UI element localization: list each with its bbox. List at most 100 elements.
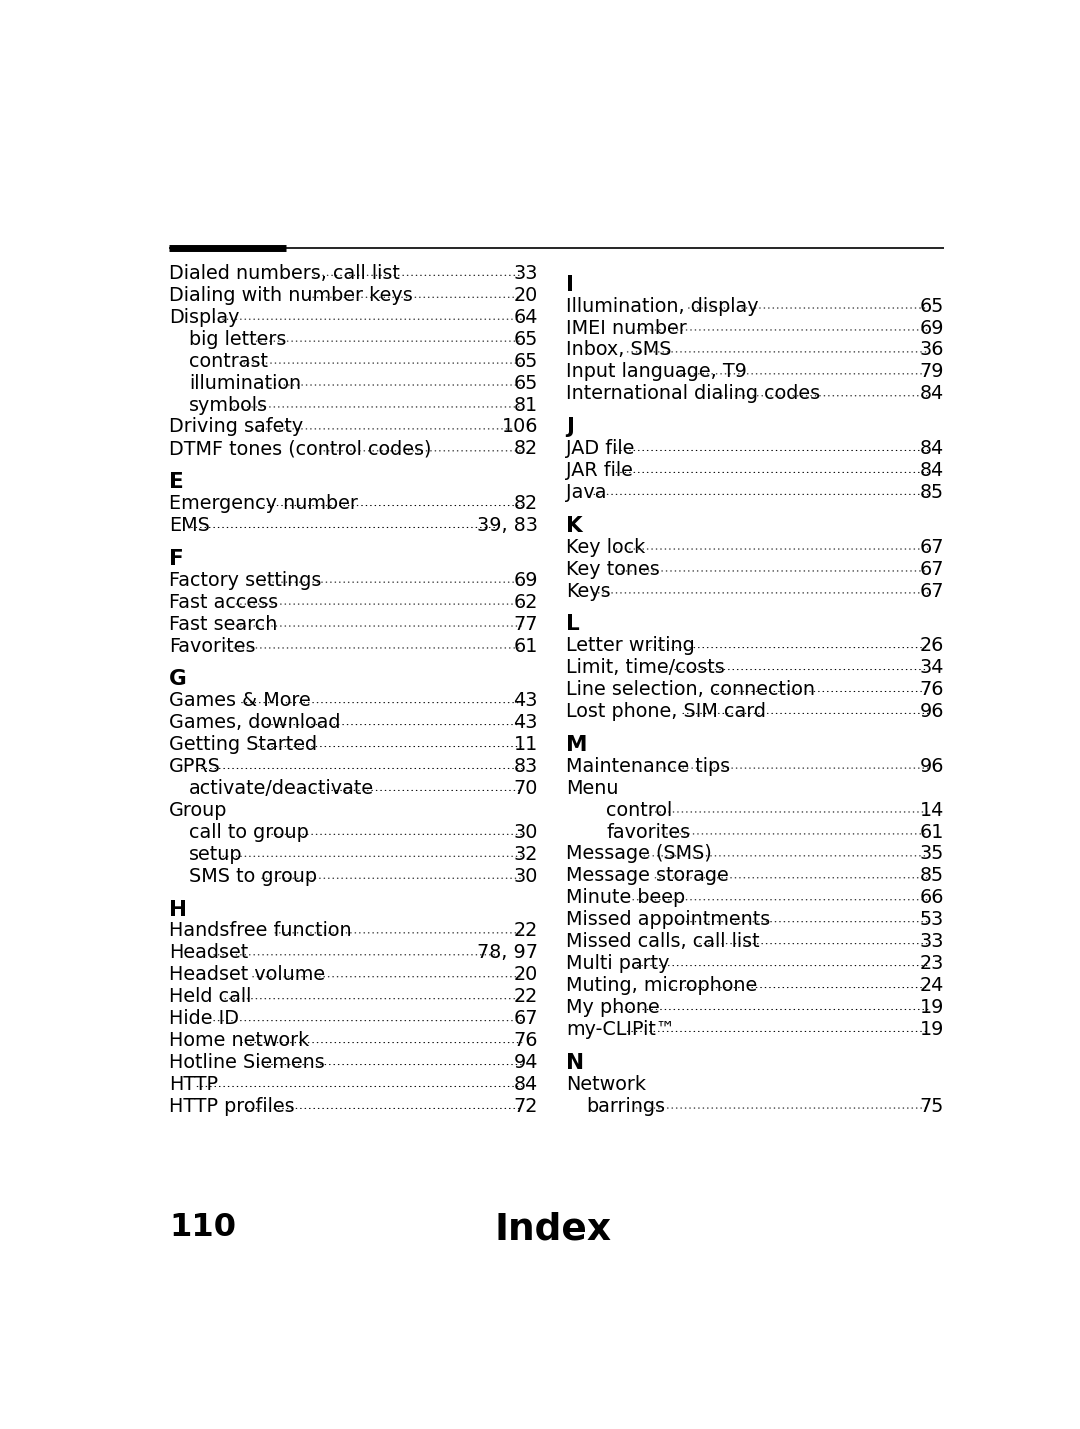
- Text: Dialing with number keys: Dialing with number keys: [170, 286, 413, 304]
- Text: 67: 67: [919, 560, 944, 579]
- Text: Muting, microphone: Muting, microphone: [566, 976, 757, 995]
- Text: 19: 19: [920, 1020, 944, 1039]
- Text: International dialing codes: International dialing codes: [566, 384, 820, 403]
- Text: 110: 110: [170, 1212, 237, 1243]
- Text: J: J: [566, 417, 573, 437]
- Text: Games, download: Games, download: [170, 713, 340, 732]
- Text: 30: 30: [514, 867, 538, 886]
- Text: K: K: [566, 516, 582, 536]
- Text: 34: 34: [919, 659, 944, 677]
- Text: 43: 43: [513, 692, 538, 710]
- Text: IMEI number: IMEI number: [566, 319, 687, 337]
- Text: F: F: [170, 549, 184, 569]
- Text: favorites: favorites: [606, 823, 690, 842]
- Text: 84: 84: [920, 462, 944, 480]
- Text: activate/deactivate: activate/deactivate: [189, 779, 375, 797]
- Text: Missed calls, call list: Missed calls, call list: [566, 932, 759, 952]
- Text: symbols: symbols: [189, 396, 268, 414]
- Text: 43: 43: [513, 713, 538, 732]
- Text: Held call: Held call: [170, 987, 252, 1006]
- Text: 33: 33: [513, 264, 538, 283]
- Text: Inbox, SMS: Inbox, SMS: [566, 340, 672, 360]
- Text: Keys: Keys: [566, 582, 610, 600]
- Text: 22: 22: [514, 987, 538, 1006]
- Text: 72: 72: [514, 1097, 538, 1116]
- Text: Message (SMS): Message (SMS): [566, 845, 712, 863]
- Text: Missed appointments: Missed appointments: [566, 910, 770, 929]
- Text: setup: setup: [189, 845, 243, 865]
- Text: 66: 66: [919, 889, 944, 907]
- Text: Emergency number: Emergency number: [170, 494, 357, 513]
- Text: Key tones: Key tones: [566, 560, 660, 579]
- Text: 61: 61: [514, 636, 538, 656]
- Text: 24: 24: [920, 976, 944, 995]
- Text: barrings: barrings: [586, 1096, 665, 1116]
- Text: 20: 20: [514, 966, 538, 985]
- Text: 33: 33: [919, 932, 944, 952]
- Text: Line selection, connection: Line selection, connection: [566, 680, 815, 699]
- Text: Multi party: Multi party: [566, 955, 670, 973]
- Text: Group: Group: [170, 802, 228, 820]
- Text: 77: 77: [513, 614, 538, 633]
- Text: N: N: [566, 1053, 584, 1073]
- Text: Home network: Home network: [170, 1032, 309, 1050]
- Text: 82: 82: [514, 494, 538, 513]
- Text: HTTP: HTTP: [170, 1075, 218, 1095]
- Text: 67: 67: [919, 537, 944, 557]
- Text: My phone: My phone: [566, 997, 660, 1017]
- Text: 19: 19: [920, 997, 944, 1017]
- Text: 35: 35: [920, 845, 944, 863]
- Text: Hide ID: Hide ID: [170, 1009, 239, 1029]
- Text: Fast search: Fast search: [170, 614, 278, 633]
- Text: 65: 65: [514, 373, 538, 393]
- Text: Illumination, display: Illumination, display: [566, 297, 758, 316]
- Text: Getting Started: Getting Started: [170, 735, 318, 755]
- Text: 14: 14: [920, 800, 944, 820]
- Text: 82: 82: [514, 440, 538, 459]
- Text: Lost phone, SIM card: Lost phone, SIM card: [566, 702, 766, 722]
- Text: M: M: [566, 735, 588, 755]
- Text: 36: 36: [919, 340, 944, 360]
- Text: E: E: [170, 472, 184, 492]
- Text: 79: 79: [919, 363, 944, 382]
- Text: Favorites: Favorites: [170, 636, 256, 656]
- Text: contrast: contrast: [189, 352, 268, 370]
- Text: Hotline Siemens: Hotline Siemens: [170, 1053, 325, 1072]
- Text: 84: 84: [920, 439, 944, 459]
- Text: control: control: [606, 800, 673, 820]
- Text: 26: 26: [920, 636, 944, 654]
- Text: Index: Index: [495, 1212, 612, 1248]
- Text: 85: 85: [920, 483, 944, 502]
- Text: 39, 83: 39, 83: [477, 516, 538, 534]
- Text: 85: 85: [920, 866, 944, 886]
- Text: Message storage: Message storage: [566, 866, 729, 886]
- Text: 69: 69: [513, 570, 538, 590]
- Text: Dialed numbers, call list: Dialed numbers, call list: [170, 264, 400, 283]
- Text: 65: 65: [514, 330, 538, 349]
- Text: HTTP profiles: HTTP profiles: [170, 1097, 295, 1116]
- Text: L: L: [566, 614, 580, 634]
- Text: SMS to group: SMS to group: [189, 867, 318, 886]
- Text: JAD file: JAD file: [566, 439, 634, 459]
- Text: 76: 76: [513, 1032, 538, 1050]
- Text: 70: 70: [514, 779, 538, 797]
- Text: big letters: big letters: [189, 330, 286, 349]
- Text: Factory settings: Factory settings: [170, 570, 322, 590]
- Text: 83: 83: [514, 757, 538, 776]
- Text: Input language, T9: Input language, T9: [566, 363, 746, 382]
- Text: Handsfree function: Handsfree function: [170, 922, 352, 940]
- Text: illumination: illumination: [189, 373, 301, 393]
- Text: 53: 53: [920, 910, 944, 929]
- Text: Java: Java: [566, 483, 606, 502]
- Text: 22: 22: [514, 922, 538, 940]
- Text: 23: 23: [920, 955, 944, 973]
- Text: Maintenance tips: Maintenance tips: [566, 757, 730, 776]
- Text: 64: 64: [513, 307, 538, 327]
- Text: Display: Display: [170, 307, 240, 327]
- Text: 61: 61: [920, 823, 944, 842]
- Text: call to group: call to group: [189, 823, 309, 842]
- Text: H: H: [170, 899, 187, 919]
- Text: Letter writing: Letter writing: [566, 636, 694, 654]
- Text: 62: 62: [514, 593, 538, 612]
- Text: 78, 97: 78, 97: [477, 943, 538, 962]
